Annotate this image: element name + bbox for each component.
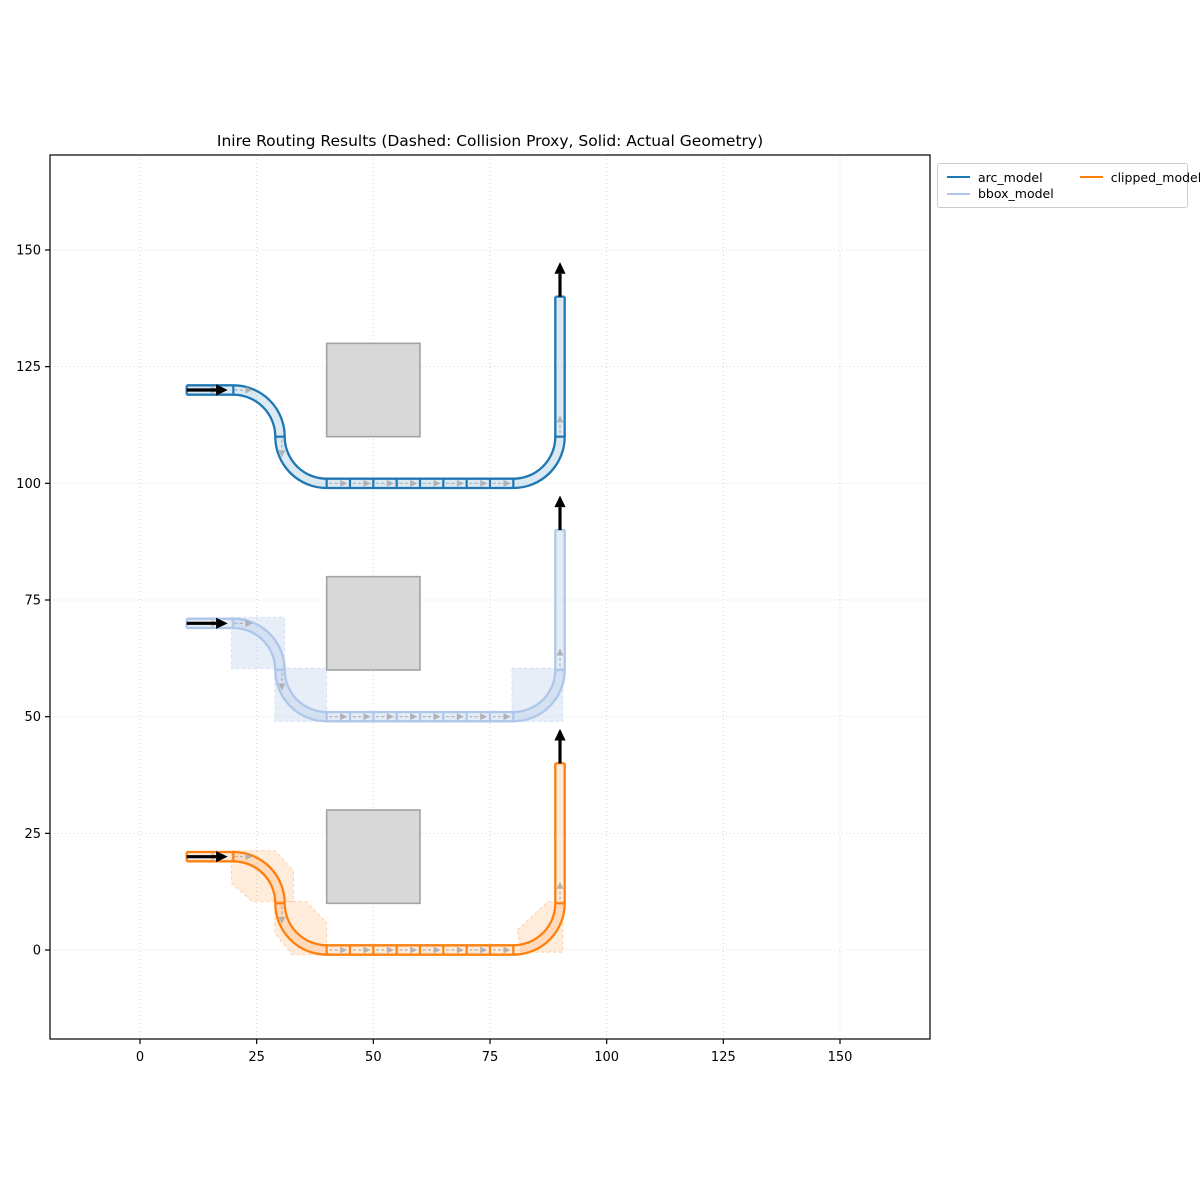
direction-arrow-head xyxy=(410,479,418,487)
direction-arrow-head xyxy=(456,713,464,721)
direction-arrow-head xyxy=(556,648,564,656)
direction-arrow-head xyxy=(386,946,394,954)
collision-proxy-clipped xyxy=(516,901,564,953)
direction-arrow-head xyxy=(410,713,418,721)
legend: arc_model bbox_model clipped_model xyxy=(937,163,1200,208)
legend-line-sample xyxy=(1079,176,1103,179)
track-boundary-inner xyxy=(186,763,566,956)
end-arrow-head xyxy=(554,495,566,508)
legend-item-clipped_model: clipped_model xyxy=(1079,169,1200,185)
legend-line-sample xyxy=(947,192,970,195)
end-arrow-head xyxy=(554,262,566,274)
obstacle xyxy=(325,342,421,438)
direction-arrow-head xyxy=(433,946,441,954)
track-band xyxy=(186,763,565,955)
legend-label: clipped_model xyxy=(1110,169,1200,185)
plot-frame xyxy=(49,154,931,1040)
direction-arrow-head xyxy=(245,386,253,394)
track-boundary-inner xyxy=(186,530,566,723)
direction-arrow-head xyxy=(278,450,286,458)
y-tick-label: 0 xyxy=(33,944,41,959)
direction-arrow-head xyxy=(245,853,253,861)
direction-arrow-head xyxy=(278,683,286,691)
track-boundary-outer xyxy=(186,763,557,947)
route-arc_model xyxy=(185,262,566,490)
direction-arrow-head xyxy=(480,479,488,487)
direction-arrow-head xyxy=(386,479,394,487)
direction-arrow-head xyxy=(340,946,348,954)
track-band xyxy=(186,296,565,489)
direction-arrow-head xyxy=(245,619,253,627)
track-band xyxy=(186,530,565,722)
page-title: Inire Routing Results (Dashed: Collision… xyxy=(216,132,764,150)
obstacle xyxy=(325,575,421,671)
x-tick-label: 50 xyxy=(365,1050,382,1065)
direction-arrow-head xyxy=(456,946,464,954)
legend-item-bbox_model: bbox_model xyxy=(947,186,1054,201)
track-boundary-outer xyxy=(186,296,557,480)
legend-line-sample xyxy=(947,176,970,179)
end-arrow-head xyxy=(554,728,566,741)
route-clipped_model xyxy=(185,728,566,956)
direction-arrow-head xyxy=(386,713,394,721)
y-tick-label: 125 xyxy=(16,360,41,375)
direction-arrow-head xyxy=(340,713,348,721)
direction-arrow-head xyxy=(503,946,511,954)
direction-arrow-head xyxy=(278,916,286,924)
direction-arrow-head xyxy=(480,713,488,721)
direction-arrow-head xyxy=(456,479,464,487)
route-bbox_model xyxy=(185,495,566,723)
legend-label: arc_model xyxy=(978,169,1043,185)
y-tick-label: 75 xyxy=(24,593,41,608)
track-boundary-inner xyxy=(186,296,566,490)
start-arrow-head xyxy=(216,384,228,396)
direction-arrow-head xyxy=(363,713,371,721)
y-tick-label: 25 xyxy=(24,827,41,842)
direction-arrow-head xyxy=(363,946,371,954)
direction-arrow-head xyxy=(556,415,564,423)
x-tick-label: 150 xyxy=(828,1050,853,1065)
x-tick-label: 100 xyxy=(594,1050,619,1065)
y-tick-label: 50 xyxy=(24,710,41,725)
y-tick-label: 150 xyxy=(16,243,41,258)
collision-proxy-bbox xyxy=(274,667,328,722)
direction-arrow-head xyxy=(410,946,418,954)
x-tick-label: 125 xyxy=(711,1050,736,1065)
track-boundary-outer xyxy=(186,530,557,714)
direction-arrow-head xyxy=(480,946,488,954)
legend-item-arc_model: arc_model xyxy=(947,170,1054,185)
legend-label: bbox_model xyxy=(978,186,1054,202)
direction-arrow-head xyxy=(340,479,348,487)
x-tick-label: 25 xyxy=(248,1050,265,1065)
x-tick-label: 75 xyxy=(482,1050,499,1065)
direction-arrow-head xyxy=(433,713,441,721)
y-tick-label: 100 xyxy=(16,477,41,492)
obstacle xyxy=(325,809,421,905)
direction-arrow-head xyxy=(433,479,441,487)
start-arrow-head xyxy=(216,617,228,629)
start-arrow-head xyxy=(216,851,228,863)
direction-arrow-head xyxy=(363,479,371,487)
x-tick-label: 0 xyxy=(136,1050,144,1065)
direction-arrow-head xyxy=(503,479,511,487)
direction-arrow-head xyxy=(503,713,511,721)
direction-arrow-head xyxy=(556,881,564,889)
